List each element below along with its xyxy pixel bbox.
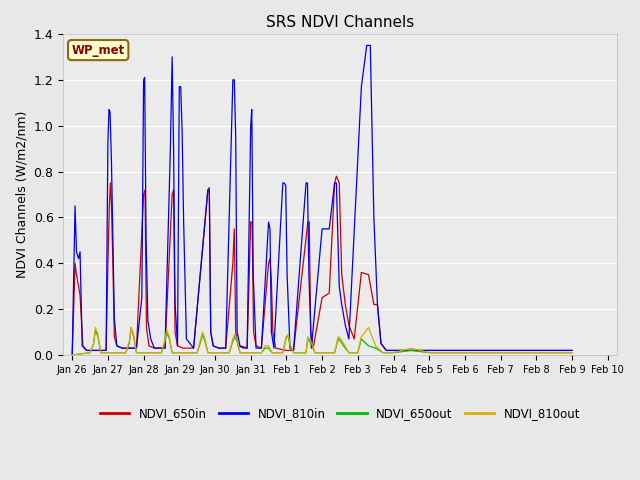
Text: WP_met: WP_met (72, 44, 125, 57)
Y-axis label: NDVI Channels (W/m2/nm): NDVI Channels (W/m2/nm) (15, 111, 28, 278)
Legend: NDVI_650in, NDVI_810in, NDVI_650out, NDVI_810out: NDVI_650in, NDVI_810in, NDVI_650out, NDV… (95, 403, 585, 425)
Title: SRS NDVI Channels: SRS NDVI Channels (266, 15, 414, 30)
